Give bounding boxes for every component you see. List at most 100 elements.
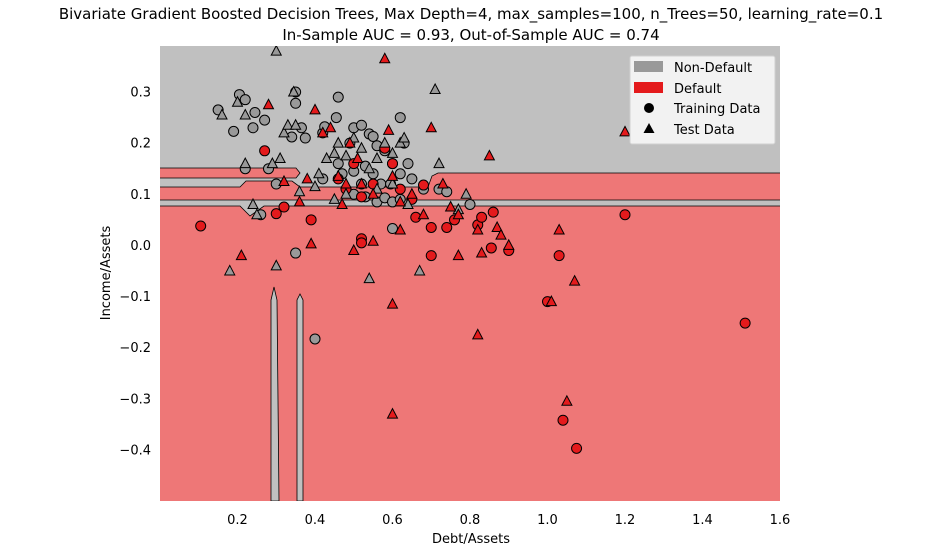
default-test-point (336, 197, 348, 209)
default-test-point (394, 195, 407, 207)
default-test-point (305, 237, 317, 249)
default-training-point (394, 183, 406, 195)
default-region (160, 168, 780, 501)
default-training-point (387, 158, 398, 170)
default-test-point (309, 103, 321, 115)
default-test-point (378, 52, 391, 64)
legend-default-patch (634, 82, 663, 93)
chart-subtitle: In-Sample AUC = 0.93, Out-of-Sample AUC … (282, 26, 659, 44)
non-default-training-point (332, 158, 344, 170)
non-default-test-point (332, 136, 345, 148)
default-test-point (561, 394, 573, 406)
default-test-point (394, 223, 407, 235)
default-test-point (502, 238, 515, 250)
default-test-point (417, 208, 430, 220)
default-training-point (425, 221, 437, 233)
default-training-point (487, 206, 499, 218)
non-default-training-point (394, 112, 406, 124)
y-tick-label: 0.2 (130, 137, 151, 152)
default-test-point (382, 123, 395, 135)
non-default-strip-2 (296, 293, 304, 501)
default-test-point (568, 274, 581, 286)
x-tick-label: 0.6 (382, 513, 403, 528)
non-default-test-point (355, 141, 368, 153)
x-tick-label: 1.0 (537, 513, 558, 528)
data-markers (195, 46, 751, 454)
non-default-test-point (274, 151, 286, 163)
x-tick-label: 1.2 (615, 513, 636, 528)
y-tick-label: −0.4 (119, 443, 151, 458)
default-test-point (471, 223, 484, 235)
default-training-point (619, 209, 631, 221)
non-default-training-point (402, 158, 414, 170)
default-test-point (619, 125, 631, 137)
non-default-test-point (216, 108, 228, 120)
default-test-point (301, 172, 314, 184)
default-training-point (425, 250, 437, 262)
default-training-point (739, 317, 751, 329)
default-test-point (545, 295, 558, 307)
y-tick-label: −0.2 (119, 341, 151, 356)
non-default-training-point (239, 94, 251, 106)
default-test-point (324, 121, 337, 133)
default-training-point (557, 414, 569, 426)
default-training-point (356, 191, 367, 203)
non-default-strip-1 (270, 286, 280, 501)
non-default-test-point (363, 272, 376, 284)
default-test-point (406, 187, 418, 199)
non-default-test-point (413, 264, 426, 276)
default-test-point (495, 228, 507, 240)
default-training-point (441, 221, 453, 233)
default-test-point (452, 208, 465, 220)
x-tick-label: 0.2 (227, 513, 248, 528)
default-test-point (483, 149, 496, 161)
default-test-point (262, 98, 275, 110)
non-default-test-point (313, 167, 325, 179)
default-test-point (475, 246, 488, 258)
y-tick-label: −0.3 (119, 392, 151, 407)
non-default-training-point (290, 97, 302, 109)
non-default-training-point (406, 173, 418, 185)
non-default-test-point (378, 136, 391, 148)
non-default-training-point (464, 198, 476, 210)
legend-circle-icon (644, 103, 654, 113)
legend-non-default-patch (634, 61, 663, 72)
non-default-test-point (270, 259, 283, 271)
non-default-test-point (340, 187, 352, 199)
non-default-test-point (223, 264, 236, 276)
x-tick-label: 1.6 (770, 513, 791, 528)
default-test-point (471, 328, 484, 340)
legend-box (629, 55, 776, 145)
default-training-point (278, 201, 290, 213)
non-default-training-point (394, 168, 406, 180)
non-default-test-point (328, 146, 341, 158)
y-tick-label: 0.1 (130, 188, 151, 203)
default-test-point (278, 174, 290, 186)
non-default-test-point (239, 157, 252, 169)
non-default-test-point (278, 126, 290, 138)
y-tick-label: 0.0 (130, 239, 151, 254)
default-training-point (195, 220, 207, 232)
non-default-test-point (429, 82, 441, 94)
default-training-point (418, 179, 429, 191)
x-tick-label: 1.4 (692, 513, 713, 528)
non-default-test-point (287, 85, 300, 97)
default-test-point (386, 297, 399, 309)
non-default-test-point (247, 197, 259, 209)
non-default-test-point (289, 118, 302, 130)
non-default-test-point (239, 108, 252, 120)
non-default-test-point (363, 162, 376, 174)
non-default-training-point (356, 119, 367, 131)
x-tick-label: 0.4 (305, 513, 326, 528)
non-default-training-point (367, 130, 379, 142)
default-training-point (553, 250, 565, 262)
legend-test-label: Test Data (673, 123, 735, 138)
non-default-test-point (386, 146, 399, 158)
non-default-test-point (340, 149, 352, 161)
default-training-point (270, 208, 282, 220)
x-axis-label: Debt/Assets (432, 532, 510, 547)
default-test-point (332, 169, 345, 181)
non-default-test-point (251, 208, 263, 220)
non-default-training-point (228, 125, 240, 137)
non-default-test-point (433, 157, 445, 169)
